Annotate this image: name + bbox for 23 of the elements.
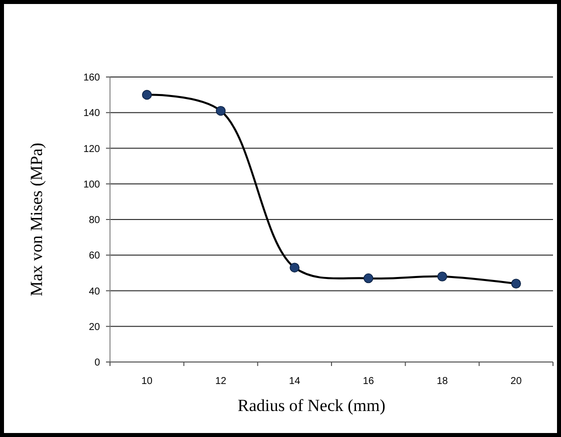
point (364, 273, 374, 284)
y-tick-label: 120 (83, 144, 100, 155)
point (437, 272, 448, 282)
y-tick-label: 40 (88, 286, 100, 298)
x-axis-title: Radius of Neck (mm) (238, 396, 386, 415)
y-tick-label: 140 (83, 108, 100, 120)
y-axis-title: Max von Mises (MPa) (27, 142, 46, 296)
y-tick-label: 100 (83, 179, 100, 190)
y-tick-label: 0 (94, 358, 100, 368)
x-tick-label: 10 (141, 376, 153, 387)
x-tick-label: 14 (289, 376, 301, 387)
point (142, 90, 152, 100)
x-tick-label: 16 (362, 376, 374, 387)
point (290, 262, 300, 272)
y-tick-label: 20 (88, 322, 100, 333)
x-tick-label: 20 (510, 376, 522, 387)
point (511, 278, 521, 289)
x-tick-label: 18 (436, 376, 448, 387)
point (216, 106, 226, 116)
y-tick-label: 160 (83, 72, 100, 84)
y-tick-label: 80 (88, 215, 100, 226)
x-tick-label: 12 (215, 376, 227, 387)
y-tick-label: 60 (88, 250, 100, 262)
